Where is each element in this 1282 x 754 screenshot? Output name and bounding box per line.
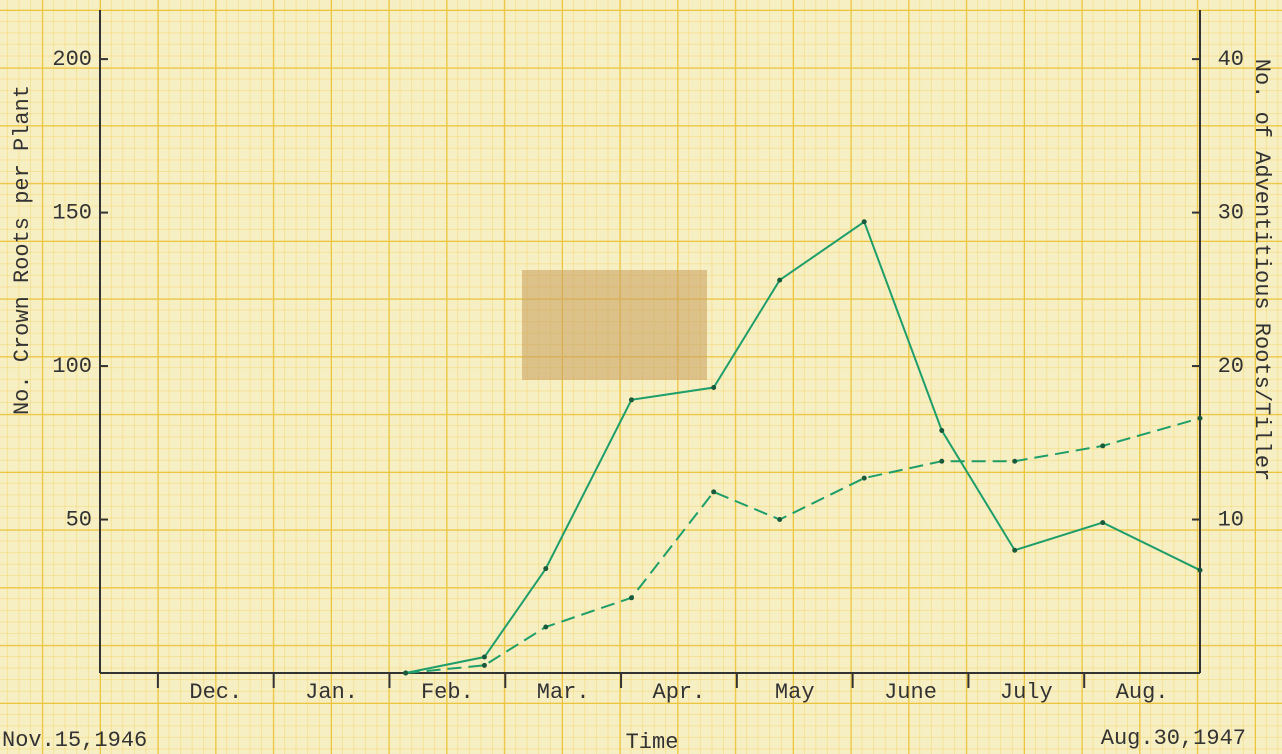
y-tick-label: 50 xyxy=(66,507,92,532)
point xyxy=(777,277,783,283)
point xyxy=(628,595,634,601)
point xyxy=(1197,567,1203,573)
point xyxy=(543,624,549,630)
start-date: Nov.15,1946 xyxy=(2,728,147,753)
point xyxy=(628,397,634,403)
point xyxy=(403,670,409,676)
point xyxy=(711,489,717,495)
y2-tick-label: 10 xyxy=(1218,507,1244,532)
point xyxy=(1197,415,1203,421)
x-tick-label: Dec. xyxy=(189,680,242,705)
end-date: Aug.30,1947 xyxy=(1101,726,1246,751)
y2-tick-label: 30 xyxy=(1218,200,1244,225)
point xyxy=(1012,547,1018,553)
y-tick-label: 100 xyxy=(52,354,92,379)
point xyxy=(1012,458,1018,464)
point xyxy=(861,475,867,481)
point xyxy=(777,517,783,523)
point xyxy=(481,654,487,660)
point xyxy=(481,662,487,668)
x-tick-label: May xyxy=(775,680,815,705)
x-tick-label: Feb. xyxy=(421,680,474,705)
stain xyxy=(522,270,707,380)
x-tick-label: June xyxy=(884,680,937,705)
point xyxy=(543,566,549,572)
point xyxy=(711,385,717,391)
x-tick-label: Apr. xyxy=(653,680,706,705)
x-tick-label: Jan. xyxy=(305,680,358,705)
x-tick-label: July xyxy=(1000,680,1053,705)
y2-tick-label: 40 xyxy=(1218,47,1244,72)
point xyxy=(939,428,945,434)
x-tick-label: Mar. xyxy=(537,680,590,705)
point xyxy=(1100,520,1106,526)
y2-tick-label: 20 xyxy=(1218,354,1244,379)
y-tick-label: 200 xyxy=(52,47,92,72)
x-axis-label: Time xyxy=(626,730,679,754)
point xyxy=(939,458,945,464)
x-tick-label: Aug. xyxy=(1116,680,1169,705)
y-axis-label: No. Crown Roots per Plant xyxy=(10,85,35,415)
point xyxy=(1100,443,1106,449)
y2-axis-label: No. of Adventitious Roots/Tiller xyxy=(1249,59,1274,481)
y-tick-label: 150 xyxy=(52,200,92,225)
point xyxy=(861,219,867,225)
